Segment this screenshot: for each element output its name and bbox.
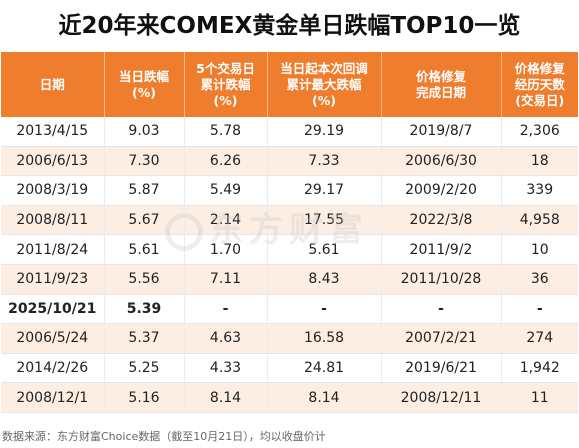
cell-max-drawdown: 29.19 [267,117,382,147]
cell-recovery-days: 11 [501,382,578,413]
cell-date: 2011/8/24 [1,234,105,265]
cell-daily-drop: 5.25 [104,353,185,384]
cell-recovery-date: 2008/12/11 [381,382,502,413]
header-line: 经历天数 [514,76,565,92]
header-line: 完成日期 [415,84,466,100]
header-daily-drop: 当日跌幅 (%) [104,52,185,117]
cell-daily-drop: 5.39 [104,294,185,325]
header-line: (%) [312,92,336,108]
source-note: 数据来源：东方财富Choice数据（截至10月21日），均以收盘价计 [2,430,326,443]
header-date: 日期 [1,52,105,117]
table-row: 2011/9/23 5.56 7.11 8.43 2011/10/28 36 [1,264,578,295]
cell-recovery-days: - [501,294,578,325]
cell-daily-drop: 5.16 [104,382,185,413]
cell-recovery-date: 2009/2/20 [381,175,502,206]
header-line: 累计最大跌幅 [286,76,362,92]
cell-recovery-days: 4,958 [501,205,578,236]
cell-recovery-date: 2019/6/21 [381,353,502,384]
cell-5day-drop: 2.14 [184,205,268,236]
cell-daily-drop: 5.67 [104,205,185,236]
table-row: 2006/6/13 7.30 6.26 7.33 2006/6/30 18 [1,146,578,177]
cell-5day-drop: 1.70 [184,234,268,265]
header-line: 日期 [39,76,65,92]
header-line: 价格修复 [514,60,565,76]
cell-date: 2008/3/19 [1,175,105,206]
cell-recovery-date: 2011/9/2 [381,234,502,265]
cell-max-drawdown: 7.33 [267,146,382,177]
cell-daily-drop: 7.30 [104,146,185,177]
cell-max-drawdown: - [267,294,382,325]
gold-drop-table: 日期 当日跌幅 (%) 5个交易日 累计跌幅 (%) 当日起本次回调 累计最大跌幅 (%)… [1,52,578,413]
header-line: (%) [132,84,156,100]
cell-date: 2008/12/1 [1,382,105,413]
cell-date: 2006/6/13 [1,146,105,177]
cell-5day-drop: - [184,294,268,325]
page-title: 近20年来COMEX黄金单日跌幅TOP10一览 [58,13,521,39]
cell-max-drawdown: 24.81 [267,353,382,384]
table-row: 2011/8/24 5.61 1.70 5.61 2011/9/2 10 [1,234,578,265]
header-5day-drop: 5个交易日 累计跌幅 (%) [184,52,268,117]
cell-recovery-days: 2,306 [501,117,578,147]
cell-max-drawdown: 16.58 [267,323,382,354]
cell-max-drawdown: 8.43 [267,264,382,295]
cell-date: 2014/2/26 [1,353,105,384]
cell-date: 2008/8/11 [1,205,105,236]
header-line: 当日跌幅 [118,68,169,84]
cell-recovery-days: 10 [501,234,578,265]
header-line: (%) [213,92,238,108]
header-line: 5个交易日 [196,60,255,76]
cell-recovery-date: 2011/10/28 [381,264,502,295]
cell-5day-drop: 5.78 [184,117,268,147]
cell-recovery-date: 2007/2/21 [381,323,502,354]
cell-5day-drop: 8.14 [184,382,268,413]
header-recovery-days: 价格修复 经历天数 (交易日) [501,52,578,117]
cell-recovery-days: 274 [501,323,578,354]
cell-max-drawdown: 5.61 [267,234,382,265]
cell-date: 2025/10/21 [1,294,105,325]
cell-recovery-date: - [381,294,502,325]
cell-recovery-days: 18 [501,146,578,177]
cell-daily-drop: 9.03 [104,117,185,147]
table-row: 2008/12/1 5.16 8.14 8.14 2008/12/11 11 [1,382,578,413]
header-line: 当日起本次回调 [280,60,368,76]
table-row: 2008/3/19 5.87 5.49 29.17 2009/2/20 339 [1,175,578,206]
cell-recovery-days: 36 [501,264,578,295]
header-line: 价格修复 [415,68,466,84]
cell-recovery-days: 1,942 [501,353,578,384]
header-line: (交易日) [515,92,565,108]
header-line: 累计跌幅 [200,76,251,92]
table-row: 2014/2/26 5.25 4.33 24.81 2019/6/21 1,942 [1,353,578,384]
cell-max-drawdown: 17.55 [267,205,382,236]
cell-max-drawdown: 8.14 [267,382,382,413]
cell-recovery-date: 2022/3/8 [381,205,502,236]
header-recovery-date: 价格修复 完成日期 [381,52,502,117]
cell-date: 2011/9/23 [1,264,105,295]
header-max-drawdown: 当日起本次回调 累计最大跌幅 (%) [267,52,382,117]
cell-recovery-days: 339 [501,175,578,206]
cell-5day-drop: 4.33 [184,353,268,384]
cell-5day-drop: 4.63 [184,323,268,354]
table-row: 2013/4/15 9.03 5.78 29.19 2019/8/7 2,306 [1,117,578,147]
cell-date: 2006/5/24 [1,323,105,354]
table-row: 2006/5/24 5.37 4.63 16.58 2007/2/21 274 [1,323,578,354]
table-header-row: 日期 当日跌幅 (%) 5个交易日 累计跌幅 (%) 当日起本次回调 累计最大跌幅 (%)… [1,52,578,117]
cell-recovery-date: 2006/6/30 [381,146,502,177]
cell-5day-drop: 7.11 [184,264,268,295]
cell-daily-drop: 5.87 [104,175,185,206]
cell-daily-drop: 5.61 [104,234,185,265]
table-row: 2008/8/11 5.67 2.14 17.55 2022/3/8 4,958 [1,205,578,236]
table-row: 2025/10/21 5.39- - - - [1,294,578,325]
cell-5day-drop: 5.49 [184,175,268,206]
cell-recovery-date: 2019/8/7 [381,117,502,147]
cell-max-drawdown: 29.17 [267,175,382,206]
cell-5day-drop: 6.26 [184,146,268,177]
cell-daily-drop: 5.56 [104,264,185,295]
cell-date: 2013/4/15 [1,117,105,147]
cell-daily-drop: 5.37 [104,323,185,354]
